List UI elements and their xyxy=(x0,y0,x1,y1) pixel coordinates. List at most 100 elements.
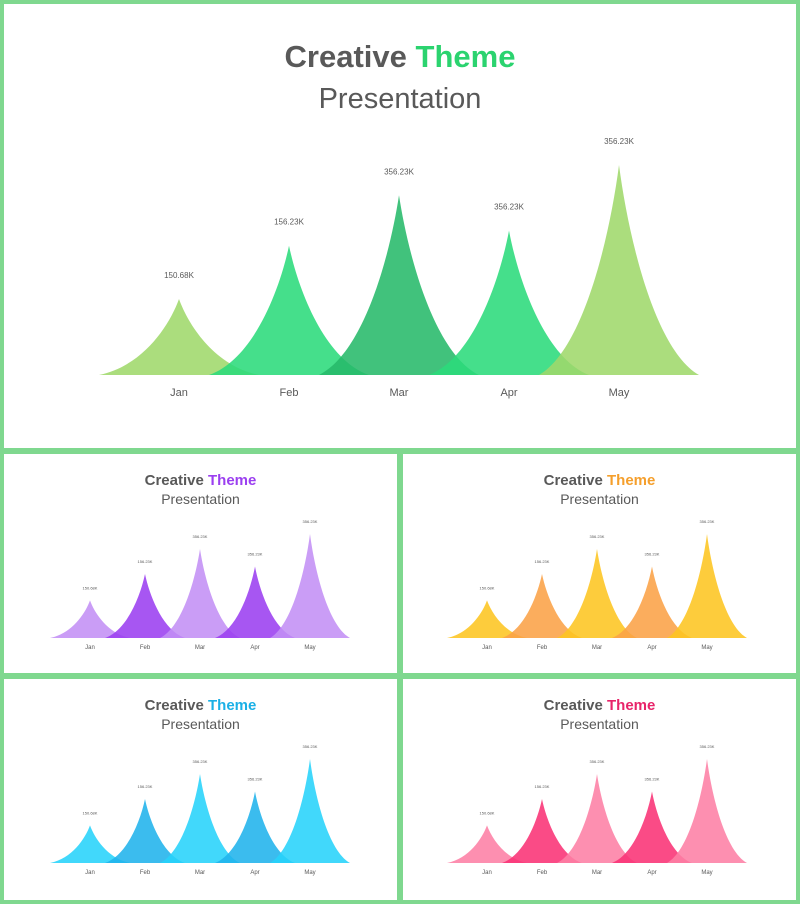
category-label: Feb xyxy=(537,645,548,651)
value-label: 356.23K xyxy=(700,744,715,749)
value-label: 356.23K xyxy=(494,203,524,212)
title-part-2: Theme xyxy=(416,39,516,74)
chart-title: Creative Theme xyxy=(145,472,257,489)
category-label: May xyxy=(609,387,630,399)
chart-svg: Creative Theme Presentation 150.68K Jan 156.… xyxy=(99,39,699,399)
peak-feb xyxy=(105,573,185,638)
chart-title: Creative Theme xyxy=(544,472,656,489)
category-label: Apr xyxy=(250,870,259,876)
category-label: May xyxy=(304,870,315,876)
value-label: 156.23K xyxy=(274,218,304,227)
peak-feb xyxy=(209,245,369,375)
value-label: 356.23K xyxy=(645,551,660,556)
peak-apr xyxy=(429,230,589,375)
peak-feb xyxy=(105,798,185,863)
value-label: 356.23K xyxy=(248,551,263,556)
title-part-2: Theme xyxy=(607,697,655,714)
slide-large: Creative Theme Presentation 150.68K Jan 156.… xyxy=(4,4,796,448)
chart-svg: Creative Theme Presentation 150.68K Jan 156.… xyxy=(50,472,350,651)
slide-pink: Creative Theme Presentation 150.68K Jan 156.… xyxy=(403,679,796,900)
value-label: 356.23K xyxy=(193,759,208,764)
peak-apr xyxy=(215,566,295,638)
value-label: 150.68K xyxy=(480,810,495,815)
value-label: 356.23K xyxy=(700,519,715,524)
value-label: 356.23K xyxy=(193,534,208,539)
category-label: Apr xyxy=(647,645,656,651)
title-part-1: Creative xyxy=(544,472,607,489)
chart-subtitle: Presentation xyxy=(560,491,639,507)
value-label: 150.68K xyxy=(164,271,194,280)
category-label: Feb xyxy=(140,645,151,651)
peak-mar xyxy=(160,548,240,638)
value-label: 356.23K xyxy=(590,759,605,764)
category-label: Apr xyxy=(250,645,259,651)
category-label: Feb xyxy=(140,870,151,876)
peak-jan xyxy=(50,600,130,638)
peak-feb xyxy=(502,798,582,863)
value-label: 356.23K xyxy=(303,744,318,749)
value-label: 150.68K xyxy=(480,585,495,590)
peak-jan xyxy=(99,298,259,375)
category-label: Mar xyxy=(592,645,602,651)
peak-may xyxy=(667,534,747,638)
category-label: Mar xyxy=(390,387,409,399)
peak-may xyxy=(539,165,699,375)
title-part-1: Creative xyxy=(145,697,208,714)
category-label: Feb xyxy=(280,387,299,399)
chart-subtitle: Presentation xyxy=(161,491,240,507)
category-label: Mar xyxy=(195,870,205,876)
value-label: 356.23K xyxy=(384,167,414,176)
title-part-2: Theme xyxy=(208,472,256,489)
peak-may xyxy=(667,759,747,863)
peak-mar xyxy=(557,773,637,863)
peak-feb xyxy=(502,573,582,638)
title-part-2: Theme xyxy=(607,472,655,489)
peak-apr xyxy=(215,791,295,863)
category-label: Mar xyxy=(592,870,602,876)
slide-orange: Creative Theme Presentation 150.68K Jan 156.… xyxy=(403,454,796,673)
peak-may xyxy=(270,759,350,863)
value-label: 156.23K xyxy=(138,559,153,564)
chart-svg: Creative Theme Presentation 150.68K Jan 156.… xyxy=(50,697,350,876)
chart-title: Creative Theme xyxy=(285,39,516,74)
chart-svg: Creative Theme Presentation 150.68K Jan 156.… xyxy=(447,472,747,651)
value-label: 356.23K xyxy=(590,534,605,539)
peak-mar xyxy=(557,548,637,638)
peak-mar xyxy=(160,773,240,863)
value-label: 356.23K xyxy=(248,776,263,781)
title-part-1: Creative xyxy=(544,697,607,714)
category-label: Jan xyxy=(170,387,188,399)
chart-title: Creative Theme xyxy=(145,697,257,714)
value-label: 150.68K xyxy=(83,810,98,815)
peak-jan xyxy=(50,825,130,863)
peak-apr xyxy=(612,566,692,638)
value-label: 150.68K xyxy=(83,585,98,590)
category-label: Feb xyxy=(537,870,548,876)
category-label: May xyxy=(304,645,315,651)
value-label: 356.23K xyxy=(604,137,634,146)
category-label: Jan xyxy=(85,645,95,651)
slide-blue: Creative Theme Presentation 150.68K Jan 156.… xyxy=(4,679,397,900)
category-label: Jan xyxy=(482,870,492,876)
category-label: Jan xyxy=(85,870,95,876)
title-part-1: Creative xyxy=(145,472,208,489)
category-label: May xyxy=(701,645,712,651)
category-label: Mar xyxy=(195,645,205,651)
title-part-1: Creative xyxy=(285,39,416,74)
value-label: 356.23K xyxy=(645,776,660,781)
value-label: 356.23K xyxy=(303,519,318,524)
chart-subtitle: Presentation xyxy=(161,716,240,732)
category-label: May xyxy=(701,870,712,876)
peak-may xyxy=(270,534,350,638)
slide-purple: Creative Theme Presentation 150.68K Jan 156.… xyxy=(4,454,397,673)
peak-mar xyxy=(319,195,479,375)
chart-title: Creative Theme xyxy=(544,697,656,714)
value-label: 156.23K xyxy=(138,784,153,789)
category-label: Jan xyxy=(482,645,492,651)
category-label: Apr xyxy=(647,870,656,876)
chart-subtitle: Presentation xyxy=(560,716,639,732)
value-label: 156.23K xyxy=(535,784,550,789)
peak-jan xyxy=(447,825,527,863)
chart-svg: Creative Theme Presentation 150.68K Jan 156.… xyxy=(447,697,747,876)
peak-jan xyxy=(447,600,527,638)
